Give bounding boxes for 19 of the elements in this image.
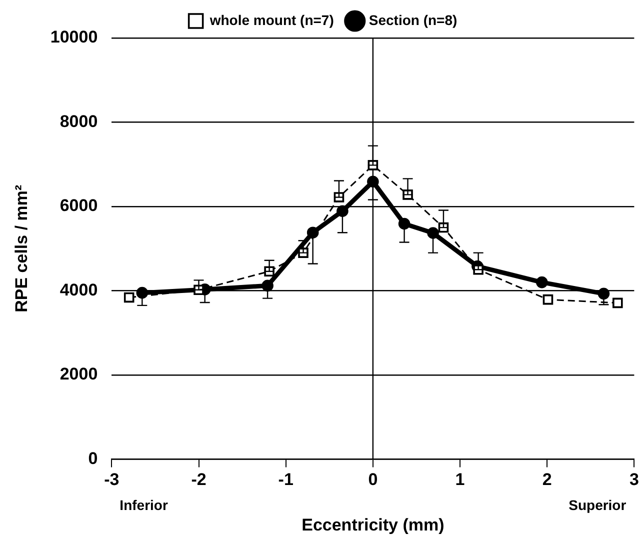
- legend-label: Section (n=8): [368, 12, 458, 28]
- x-tick-label: 0: [368, 470, 378, 490]
- y-tick-label: 10000: [50, 28, 98, 47]
- x-tick-label: -1: [278, 470, 294, 490]
- x-tick-label: -3: [104, 470, 120, 490]
- y-tick-label: 8000: [60, 112, 98, 131]
- text: Superior: [568, 497, 627, 514]
- y-tick-label: 2000: [60, 364, 98, 384]
- y-tick-label: 4000: [60, 280, 98, 300]
- legend-label: whole mount (n=7): [208, 12, 334, 28]
- y-tick-label: 0: [88, 448, 98, 468]
- x-tick-label: 1: [455, 470, 465, 490]
- x-tick-label: 3: [629, 470, 639, 490]
- x-tick-label: 2: [542, 470, 552, 490]
- y-tick-label: 6000: [60, 196, 98, 216]
- y-axis-title: RPE cells / mm²: [12, 184, 31, 312]
- x-axis-title: Eccentricity (mm): [302, 515, 444, 534]
- text: Inferior: [120, 497, 168, 514]
- x-tick-label: -2: [191, 470, 206, 490]
